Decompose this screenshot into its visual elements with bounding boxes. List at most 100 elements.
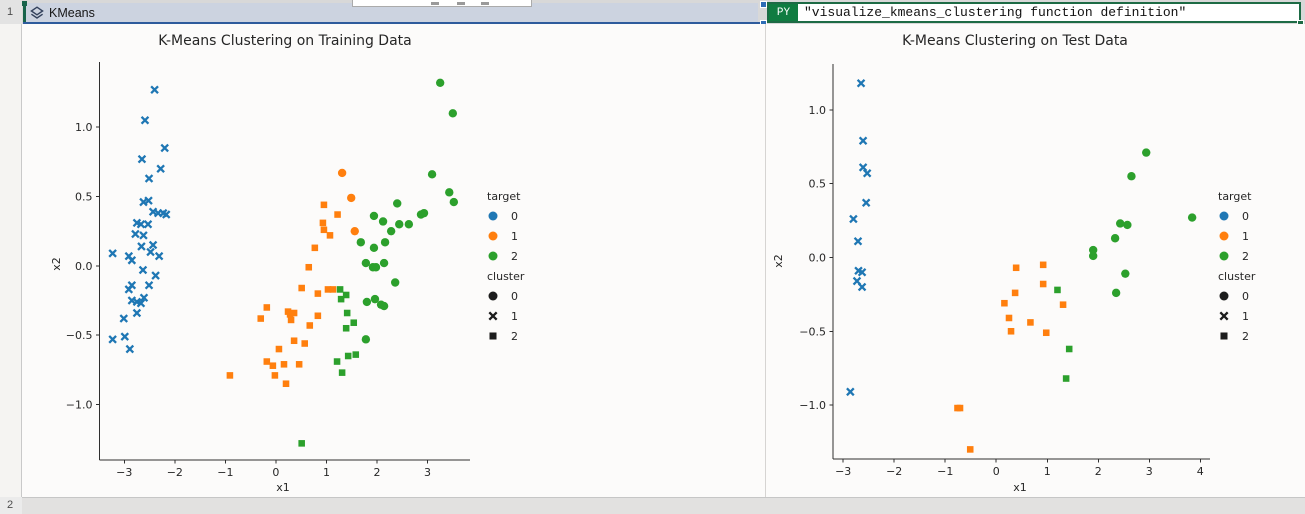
x-tick-label: −2 bbox=[167, 466, 183, 479]
data-point bbox=[311, 244, 319, 252]
data-point bbox=[144, 281, 154, 290]
data-point bbox=[449, 197, 459, 207]
training-chart-image[interactable]: K-Means Clustering on Training Data −3 −2−… bbox=[24, 24, 765, 502]
x-tick-label: −2 bbox=[886, 465, 902, 478]
legend-section-title: target bbox=[1218, 190, 1252, 203]
data-point bbox=[137, 242, 146, 251]
data-point bbox=[336, 286, 344, 293]
clipped-text-fragment bbox=[481, 2, 489, 5]
data-point bbox=[352, 351, 360, 358]
data-point bbox=[1007, 327, 1015, 335]
data-point bbox=[301, 340, 308, 347]
x-tick-label: −1 bbox=[937, 465, 953, 478]
x-tick-label: −3 bbox=[116, 466, 132, 479]
row-header-2[interactable]: 2 bbox=[6, 499, 14, 511]
data-point bbox=[849, 214, 858, 224]
data-point bbox=[853, 236, 863, 246]
x-tick-label: 2 bbox=[373, 466, 380, 479]
axes: −3 −2 −1 0 1 2 3 4 1.0 0.5 0.0 −0.5 −1.0 bbox=[799, 64, 1210, 478]
data-point bbox=[108, 249, 117, 258]
data-point bbox=[144, 174, 154, 183]
data-point bbox=[435, 78, 445, 88]
data-point bbox=[139, 231, 148, 240]
data-point bbox=[1127, 172, 1136, 181]
row-header-1[interactable]: 1 bbox=[6, 6, 14, 18]
legend-marker bbox=[1219, 231, 1229, 241]
data-point bbox=[286, 311, 294, 318]
data-point bbox=[150, 85, 159, 94]
legend-item-label: 2 bbox=[511, 330, 518, 343]
data-point bbox=[319, 219, 327, 227]
data-point bbox=[857, 267, 867, 277]
data-point bbox=[136, 219, 146, 229]
legend-item-label: 1 bbox=[1242, 230, 1249, 243]
x-axis-label: x1 bbox=[276, 481, 290, 494]
layers-icon bbox=[30, 5, 44, 20]
row-header-1-bg bbox=[0, 0, 22, 24]
y-tick-label: 0.5 bbox=[809, 178, 827, 191]
legend-marker bbox=[1219, 211, 1229, 221]
python-formula-cell[interactable]: PY "visualize_kmeans_clustering function… bbox=[767, 2, 1301, 23]
data-point bbox=[287, 316, 295, 324]
data-point bbox=[1110, 234, 1120, 243]
data-point bbox=[326, 232, 334, 239]
data-point bbox=[140, 115, 150, 125]
legend-marker bbox=[488, 251, 498, 261]
legend: target 0 1 2 cluster 0 1 2 bbox=[487, 190, 525, 343]
data-point bbox=[1111, 288, 1121, 298]
data-point bbox=[137, 154, 147, 164]
test-chart-figure: K-Means Clustering on Test Data −3 −2 −1 0 1 2… bbox=[772, 33, 1256, 494]
x-tick-label: 1 bbox=[1044, 465, 1051, 478]
row-header-2-bg bbox=[0, 497, 22, 514]
legend-item-label: 1 bbox=[511, 310, 518, 323]
data-point bbox=[320, 201, 328, 209]
data-point bbox=[275, 345, 283, 353]
data-point bbox=[337, 168, 347, 178]
legend-section-title: cluster bbox=[1218, 270, 1256, 283]
data-point bbox=[1042, 329, 1050, 337]
x-tick-label: 2 bbox=[1095, 465, 1102, 478]
data-point bbox=[290, 337, 298, 345]
data-point bbox=[295, 361, 303, 368]
data-point bbox=[448, 109, 458, 118]
data-point bbox=[337, 295, 345, 303]
x-tick-label: 3 bbox=[1146, 465, 1153, 478]
data-point bbox=[861, 198, 871, 208]
charts-area: K-Means Clustering on Training Data −3 −2 −… bbox=[22, 24, 1305, 497]
data-point bbox=[144, 196, 153, 205]
data-point bbox=[858, 163, 868, 172]
data-point bbox=[156, 164, 165, 174]
x-axis-label: x1 bbox=[1013, 481, 1027, 494]
data-point bbox=[269, 362, 277, 369]
data-point bbox=[263, 358, 271, 365]
legend-item-label: 2 bbox=[1242, 250, 1249, 263]
data-point bbox=[263, 304, 271, 311]
formula-text: "visualize_kmeans_clustering function de… bbox=[804, 5, 1187, 20]
image-title-cell[interactable]: KMeans bbox=[22, 1, 758, 22]
training-chart-figure: K-Means Clustering on Training Data−3 −2−… bbox=[50, 33, 525, 494]
data-point bbox=[148, 240, 158, 250]
data-point bbox=[161, 210, 171, 219]
legend-item-label: 2 bbox=[511, 250, 518, 263]
x-tick-label: 4 bbox=[1197, 465, 1204, 478]
data-point bbox=[338, 369, 346, 376]
data-point bbox=[1027, 319, 1034, 326]
data-point bbox=[342, 291, 350, 299]
y-axis-label: x2 bbox=[50, 257, 63, 271]
data-point bbox=[404, 220, 414, 229]
data-point bbox=[379, 301, 389, 311]
data-point bbox=[132, 308, 142, 318]
data-point bbox=[395, 220, 404, 229]
chart-title: K-Means Clustering on Training Data bbox=[158, 33, 411, 49]
data-point bbox=[333, 358, 341, 365]
data-point bbox=[1065, 345, 1073, 353]
picture-resize-handle[interactable] bbox=[760, 1, 767, 8]
data-point bbox=[1005, 314, 1013, 322]
y-tick-label: −1.0 bbox=[799, 399, 826, 412]
data-point bbox=[1054, 286, 1061, 294]
data-point bbox=[1001, 299, 1008, 307]
data-point bbox=[390, 278, 400, 287]
data-point bbox=[257, 315, 265, 322]
test-chart-image[interactable]: K-Means Clustering on Test Data −3 −2 −1 0 1 2… bbox=[768, 24, 1305, 502]
